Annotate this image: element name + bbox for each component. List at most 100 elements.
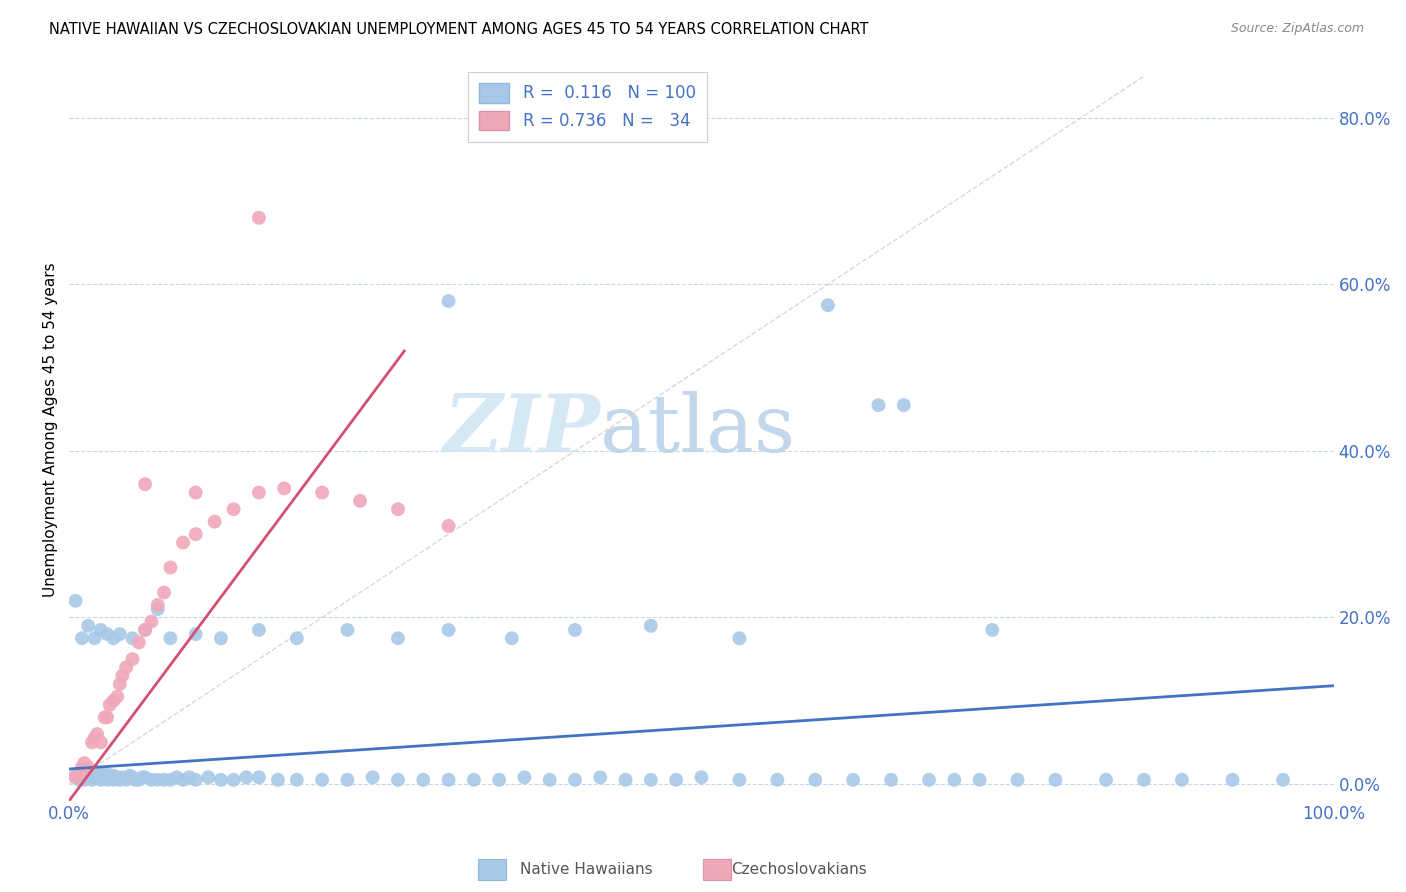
Point — [204, 515, 226, 529]
Point — [93, 710, 115, 724]
Point — [65, 770, 87, 784]
Point — [640, 619, 662, 633]
Point — [166, 770, 188, 784]
Point — [1095, 772, 1118, 787]
Point — [90, 767, 112, 781]
Point — [65, 769, 87, 783]
Point — [115, 660, 138, 674]
Point — [1272, 772, 1295, 787]
Point — [564, 623, 586, 637]
Point — [336, 772, 359, 787]
Point — [437, 519, 460, 533]
Point — [273, 482, 295, 496]
Point — [665, 772, 688, 787]
Point — [67, 767, 90, 781]
Point — [108, 772, 131, 787]
Text: Czechoslovakians: Czechoslovakians — [731, 863, 868, 877]
Point — [412, 772, 434, 787]
Point — [70, 760, 93, 774]
Point — [73, 772, 96, 787]
Point — [179, 770, 201, 784]
Point — [146, 598, 169, 612]
Point — [134, 623, 156, 637]
Point — [969, 772, 991, 787]
Point — [128, 772, 150, 787]
Point — [159, 560, 181, 574]
Point — [98, 698, 121, 712]
Point — [108, 677, 131, 691]
Point — [172, 535, 194, 549]
Point — [247, 623, 270, 637]
Point — [70, 632, 93, 646]
Point — [728, 772, 751, 787]
Point — [146, 602, 169, 616]
Point — [103, 632, 125, 646]
Point — [70, 770, 93, 784]
Point — [118, 769, 141, 783]
Point — [134, 477, 156, 491]
Point — [103, 769, 125, 783]
Point — [1007, 772, 1029, 787]
Point — [111, 770, 134, 784]
Point — [868, 398, 890, 412]
Point — [83, 632, 105, 646]
Point — [83, 770, 105, 784]
Point — [918, 772, 941, 787]
Text: NATIVE HAWAIIAN VS CZECHOSLOVAKIAN UNEMPLOYMENT AMONG AGES 45 TO 54 YEARS CORREL: NATIVE HAWAIIAN VS CZECHOSLOVAKIAN UNEMP… — [49, 22, 869, 37]
Point — [86, 727, 108, 741]
Point — [488, 772, 510, 787]
Point — [513, 770, 536, 784]
Point — [96, 767, 118, 781]
Point — [90, 735, 112, 749]
Point — [209, 632, 232, 646]
Point — [981, 623, 1004, 637]
Point — [184, 772, 207, 787]
Point — [640, 772, 662, 787]
Point — [437, 294, 460, 309]
Point — [361, 770, 384, 784]
Point — [766, 772, 789, 787]
Point — [96, 710, 118, 724]
Point — [146, 772, 169, 787]
Point — [128, 635, 150, 649]
Point — [387, 502, 409, 516]
Point — [96, 627, 118, 641]
Point — [184, 485, 207, 500]
Point — [121, 632, 143, 646]
Point — [83, 731, 105, 746]
Point — [804, 772, 827, 787]
Point — [98, 770, 121, 784]
Point — [141, 615, 163, 629]
Point — [247, 770, 270, 784]
Point — [267, 772, 290, 787]
Point — [103, 772, 125, 787]
Point — [880, 772, 903, 787]
Point — [83, 764, 105, 779]
Point — [589, 770, 612, 784]
Point — [103, 694, 125, 708]
Point — [1133, 772, 1156, 787]
Point — [96, 772, 118, 787]
Point — [501, 632, 523, 646]
Point — [728, 632, 751, 646]
Point — [108, 627, 131, 641]
Point — [86, 769, 108, 783]
Point — [387, 772, 409, 787]
Point — [311, 485, 333, 500]
Point — [184, 627, 207, 641]
Point — [463, 772, 485, 787]
Point — [285, 632, 308, 646]
Point — [134, 623, 156, 637]
Point — [247, 211, 270, 225]
Point — [184, 527, 207, 541]
Point — [80, 735, 103, 749]
Point — [134, 770, 156, 784]
Point — [73, 756, 96, 771]
Point — [247, 485, 270, 500]
Point — [111, 669, 134, 683]
Text: atlas: atlas — [600, 391, 796, 469]
Point — [77, 760, 100, 774]
Point — [1171, 772, 1194, 787]
Point — [437, 623, 460, 637]
Point — [235, 770, 257, 784]
